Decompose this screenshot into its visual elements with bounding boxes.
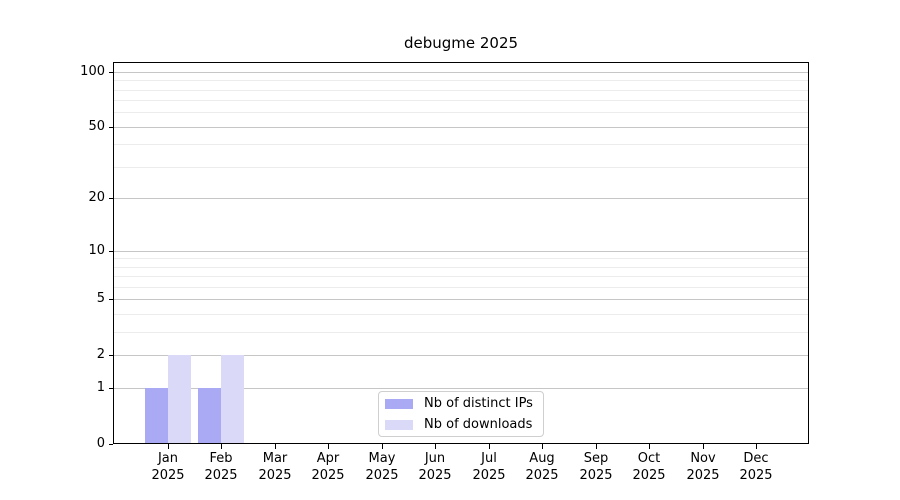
gridline-major	[114, 355, 808, 356]
x-tick-mark	[703, 444, 704, 449]
gridline-minor	[114, 258, 808, 259]
x-tick-mark	[649, 444, 650, 449]
gridline-major	[114, 251, 808, 252]
gridline-minor	[114, 276, 808, 277]
y-tick-mark	[109, 72, 113, 73]
gridline-minor	[114, 314, 808, 315]
y-tick-label: 5	[96, 291, 105, 306]
y-tick-mark	[109, 198, 113, 199]
y-tick-label: 0	[96, 436, 105, 451]
gridline-minor	[114, 112, 808, 113]
x-tick-label: Apr 2025	[311, 451, 345, 483]
x-tick-mark	[542, 444, 543, 449]
x-tick-mark	[221, 444, 222, 449]
gridline-minor	[114, 167, 808, 168]
chart-title: debugme 2025	[403, 34, 519, 52]
x-tick-label: Mar 2025	[258, 451, 292, 483]
bar-distinct-ips-jan	[145, 388, 168, 443]
y-tick-label: 2	[96, 347, 105, 362]
x-tick-mark	[275, 444, 276, 449]
y-tick-mark	[109, 251, 113, 252]
x-tick-label: Dec 2025	[739, 451, 773, 483]
gridline-major	[114, 127, 808, 128]
plot-area	[113, 62, 809, 444]
gridline-major	[114, 388, 808, 389]
gridline-minor	[114, 80, 808, 81]
legend-swatch-distinct-ips	[385, 398, 413, 409]
bar-downloads-jan	[168, 355, 191, 443]
x-tick-label: May 2025	[365, 451, 399, 483]
gridline-minor	[114, 332, 808, 333]
x-tick-label: Jul 2025	[472, 451, 506, 483]
legend: Nb of distinct IPs Nb of downloads	[378, 391, 544, 437]
x-tick-mark	[489, 444, 490, 449]
gridline-minor	[114, 90, 808, 91]
bar-downloads-feb	[221, 355, 244, 443]
y-tick-mark	[109, 299, 113, 300]
x-tick-label: Aug 2025	[525, 451, 559, 483]
y-tick-label: 50	[88, 119, 105, 134]
legend-item-distinct-ips: Nb of distinct IPs	[385, 395, 543, 412]
y-tick-mark	[109, 127, 113, 128]
x-tick-mark	[596, 444, 597, 449]
x-tick-mark	[382, 444, 383, 449]
gridline-minor	[114, 144, 808, 145]
y-tick-mark	[109, 444, 113, 445]
y-tick-mark	[109, 388, 113, 389]
legend-swatch-downloads	[385, 419, 413, 430]
x-tick-label: Nov 2025	[686, 451, 720, 483]
x-tick-mark	[435, 444, 436, 449]
x-tick-label: Sep 2025	[579, 451, 613, 483]
x-tick-mark	[168, 444, 169, 449]
gridline-major	[114, 299, 808, 300]
legend-item-downloads: Nb of downloads	[385, 416, 543, 433]
gridline-minor	[114, 267, 808, 268]
x-tick-label: Oct 2025	[632, 451, 666, 483]
legend-label-distinct-ips: Nb of distinct IPs	[424, 396, 533, 411]
x-tick-label: Jan 2025	[151, 451, 185, 483]
y-tick-label: 20	[88, 190, 105, 205]
x-tick-mark	[328, 444, 329, 449]
gridline-major	[114, 198, 808, 199]
bar-distinct-ips-feb	[198, 388, 221, 443]
gridline-major	[114, 72, 808, 73]
legend-label-downloads: Nb of downloads	[424, 417, 533, 432]
x-tick-label: Jun 2025	[418, 451, 452, 483]
y-tick-label: 1	[96, 380, 105, 395]
y-tick-label: 10	[88, 243, 105, 258]
gridline-minor	[114, 100, 808, 101]
x-tick-mark	[756, 444, 757, 449]
gridline-minor	[114, 287, 808, 288]
y-tick-mark	[109, 355, 113, 356]
y-tick-label: 100	[80, 64, 105, 79]
x-tick-label: Feb 2025	[204, 451, 238, 483]
